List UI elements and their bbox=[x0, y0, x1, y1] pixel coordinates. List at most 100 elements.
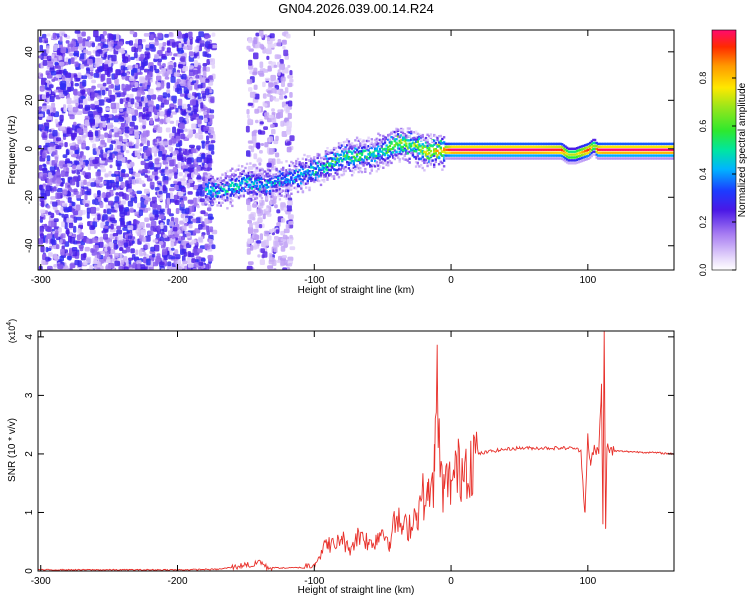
heatmap-cell bbox=[144, 265, 148, 270]
ridge-cell bbox=[216, 177, 219, 180]
heatmap-cell bbox=[287, 82, 293, 88]
heatmap-cell bbox=[128, 177, 132, 184]
ridge-cell bbox=[382, 134, 385, 138]
heatmap-cell bbox=[119, 253, 123, 260]
ridge-cell bbox=[260, 182, 264, 186]
heatmap-cell bbox=[249, 222, 253, 229]
ridge-cell bbox=[283, 175, 286, 179]
ridge-cell bbox=[334, 155, 337, 158]
ridge-cell bbox=[401, 136, 405, 139]
heatmap-cell bbox=[159, 241, 164, 245]
ridge-cell bbox=[268, 181, 272, 184]
heatmap-cell bbox=[262, 213, 266, 220]
ridge-cell bbox=[364, 167, 367, 171]
ridge-cell bbox=[526, 142, 529, 146]
heatmap-cell bbox=[85, 238, 90, 244]
ridge-cell bbox=[344, 140, 347, 143]
heatmap-cell bbox=[247, 166, 254, 170]
ridge-cell bbox=[285, 160, 288, 163]
ridge-cell bbox=[347, 142, 351, 146]
ridge-cell bbox=[524, 142, 528, 146]
heatmap-cell bbox=[139, 147, 143, 152]
ridge-cell bbox=[239, 173, 242, 177]
ridge-cell bbox=[290, 186, 293, 190]
ridge-cell bbox=[577, 161, 580, 164]
heatmap-cell bbox=[199, 198, 205, 202]
ridge-cell bbox=[383, 138, 387, 142]
heatmap-cell bbox=[66, 82, 71, 87]
heatmap-cell bbox=[283, 49, 289, 57]
ridge-cell bbox=[400, 127, 403, 131]
ridge-cell bbox=[232, 172, 236, 176]
ridge-cell bbox=[293, 180, 296, 183]
ridge-cell bbox=[339, 146, 342, 150]
ridge-cell bbox=[403, 158, 406, 161]
ridge-cell bbox=[282, 185, 285, 188]
ridge-cell bbox=[334, 168, 337, 172]
ridge-cell bbox=[314, 178, 318, 181]
ridge-cell bbox=[206, 175, 209, 178]
ridge-cell bbox=[584, 158, 587, 161]
ridge-cell bbox=[372, 143, 375, 146]
ridge-cell bbox=[290, 171, 293, 175]
heatmap-cell bbox=[142, 168, 148, 174]
ridge-cell bbox=[255, 178, 259, 182]
ridge-cell bbox=[270, 183, 273, 187]
ridge-cell bbox=[557, 142, 561, 146]
ridge-cell bbox=[446, 142, 449, 146]
heatmap-cell bbox=[133, 125, 139, 130]
heatmap-cell bbox=[188, 223, 193, 229]
heatmap-cell bbox=[160, 118, 164, 124]
ridge-cell bbox=[416, 161, 419, 165]
ridge-cell bbox=[272, 185, 275, 188]
ridge-cell bbox=[270, 197, 273, 200]
heatmap-cell bbox=[182, 260, 188, 265]
ridge-cell bbox=[546, 157, 549, 160]
heatmap-cell bbox=[113, 126, 118, 134]
ridge-cell bbox=[446, 148, 449, 151]
ridge-cell bbox=[311, 171, 314, 174]
heatmap-cell bbox=[262, 103, 268, 107]
heatmap-cell bbox=[80, 95, 85, 100]
ridge-cell bbox=[218, 184, 221, 187]
ridge-cell bbox=[557, 145, 561, 148]
ridge-cell bbox=[387, 150, 390, 153]
ridge-cell bbox=[222, 188, 226, 191]
ridge-cell bbox=[456, 148, 459, 151]
ridge-cell bbox=[434, 152, 437, 155]
ridge-cell bbox=[508, 154, 511, 157]
ridge-cell bbox=[265, 172, 268, 176]
heatmap-cell bbox=[75, 204, 81, 212]
ridge-cell bbox=[208, 178, 211, 182]
ridge-cell bbox=[472, 142, 475, 146]
heatmap-cell bbox=[127, 235, 133, 239]
ridge-cell bbox=[511, 145, 515, 148]
heatmap-cell bbox=[282, 234, 288, 240]
ridge-cell bbox=[324, 175, 328, 178]
ridge-cell bbox=[401, 157, 405, 160]
heatmap-cell bbox=[114, 252, 120, 258]
ridge-cell bbox=[342, 153, 346, 157]
ridge-cell bbox=[410, 138, 413, 141]
ridge-cell bbox=[424, 136, 428, 140]
ridge-cell bbox=[373, 157, 377, 160]
ridge-cell bbox=[285, 188, 288, 192]
heatmap-cell bbox=[99, 123, 103, 130]
ridge-cell bbox=[459, 142, 462, 146]
heatmap-cell bbox=[248, 145, 253, 150]
ridge-cell bbox=[585, 155, 588, 158]
ridge-cell bbox=[293, 186, 296, 190]
ridge-cell bbox=[272, 181, 275, 185]
ridge-cell bbox=[255, 177, 259, 180]
ridge-cell bbox=[377, 145, 380, 148]
heatmap-cell bbox=[129, 93, 134, 99]
ridge-cell bbox=[429, 144, 433, 147]
ridge-cell bbox=[359, 161, 362, 164]
ridge-cell bbox=[487, 154, 490, 157]
heatmap-cell bbox=[171, 41, 176, 48]
ridge-cell bbox=[296, 190, 300, 194]
heatmap-cell bbox=[253, 84, 258, 90]
heatmap-cell bbox=[123, 88, 127, 93]
ridge-cell bbox=[426, 164, 429, 168]
ridge-cell bbox=[305, 162, 308, 165]
